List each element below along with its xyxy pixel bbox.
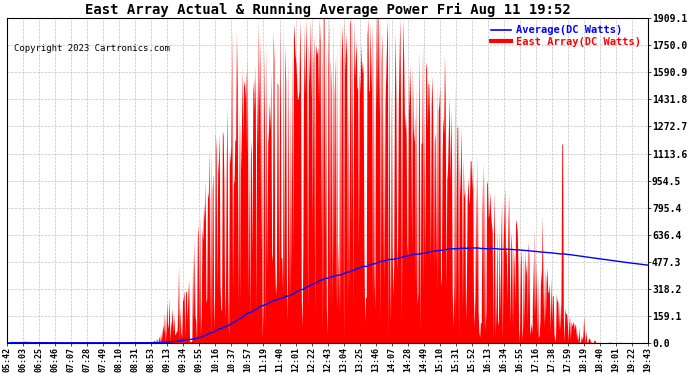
Legend: Average(DC Watts), East Array(DC Watts): Average(DC Watts), East Array(DC Watts)	[489, 23, 642, 49]
Text: Copyright 2023 Cartronics.com: Copyright 2023 Cartronics.com	[14, 44, 170, 52]
Title: East Array Actual & Running Average Power Fri Aug 11 19:52: East Array Actual & Running Average Powe…	[85, 3, 571, 17]
